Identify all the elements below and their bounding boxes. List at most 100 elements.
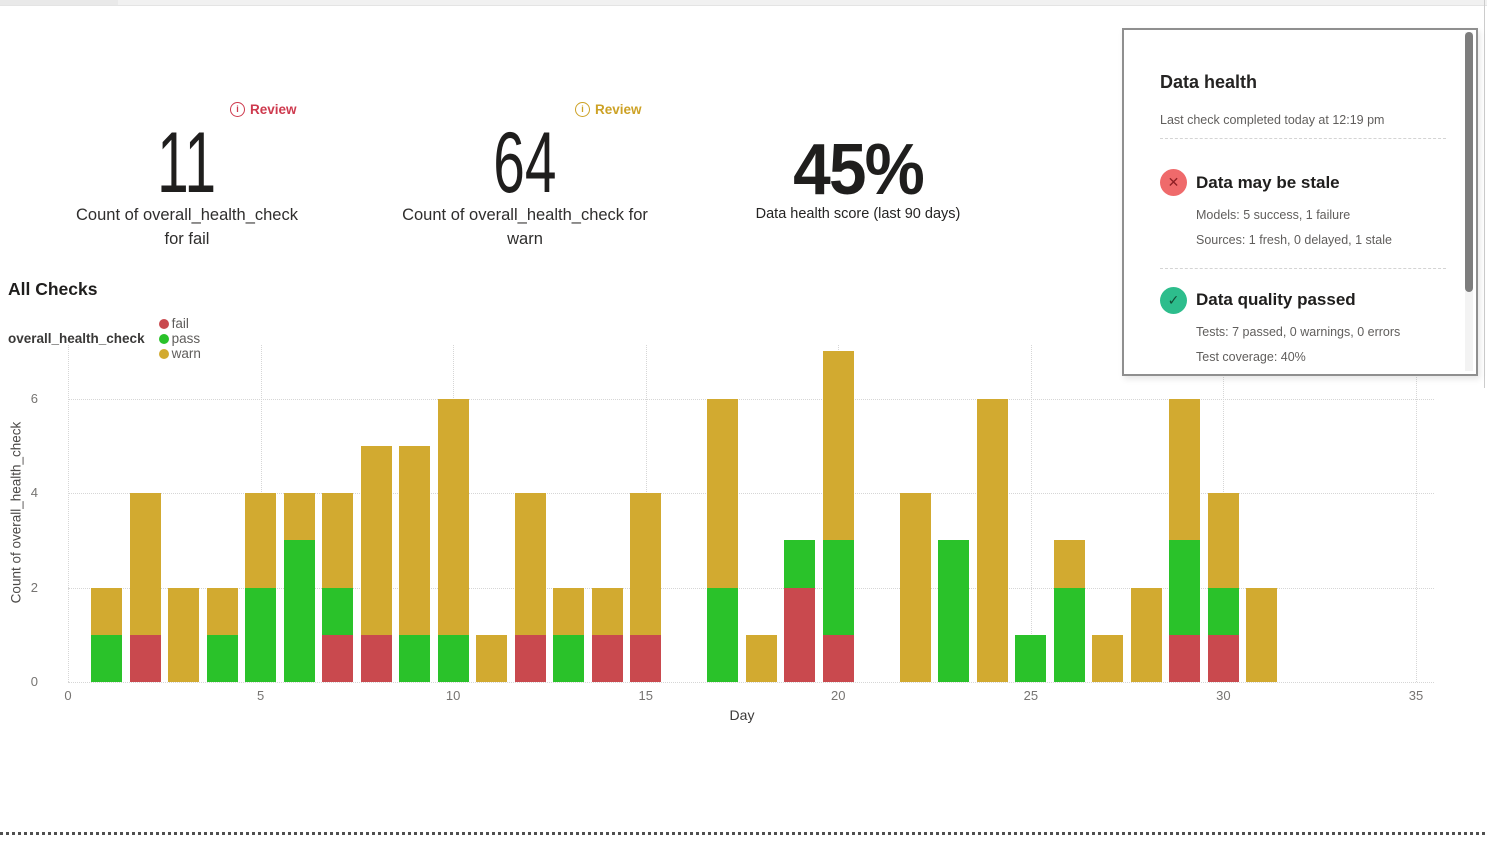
status-line-tests: Tests: 7 passed, 0 warnings, 0 errors [1196, 325, 1401, 339]
y-tick-label: 4 [30, 485, 38, 500]
x-tick-label: 15 [638, 688, 653, 703]
x-tick-label: 10 [445, 688, 461, 703]
bar-segment-warn[interactable] [976, 398, 1008, 682]
bar-segment-warn[interactable] [437, 398, 469, 635]
bar-segment-warn[interactable] [399, 445, 431, 635]
y-tick-label: 6 [30, 390, 38, 406]
bar-segment-warn[interactable] [1207, 493, 1239, 588]
bar-segment-pass[interactable] [784, 540, 816, 588]
bar-segment-warn[interactable] [745, 634, 777, 683]
bar-segment-warn[interactable] [630, 493, 662, 635]
bar-segment-fail[interactable] [1207, 634, 1239, 683]
bar-segment-fail[interactable] [1169, 634, 1201, 683]
x-gridline [68, 345, 69, 682]
bar-segment-pass[interactable] [283, 540, 315, 683]
kpi-value-fail: 11 [157, 115, 217, 211]
bar-segment-fail[interactable] [630, 634, 662, 683]
bar-segment-pass[interactable] [91, 634, 122, 683]
bar-segment-pass[interactable] [322, 587, 354, 635]
bar-segment-pass[interactable] [399, 634, 431, 683]
bar-segment-fail[interactable] [129, 634, 161, 683]
check-circle-icon: ✓ [1160, 287, 1187, 314]
status-heading-stale: Data may be stale [1196, 173, 1340, 192]
bar-segment-warn[interactable] [707, 398, 739, 588]
info-icon: i [230, 102, 245, 117]
bar-segment-warn[interactable] [591, 587, 623, 635]
status-line-coverage: Test coverage: 40% [1196, 350, 1306, 364]
x-axis-title: Day [729, 707, 755, 723]
bar-segment-warn[interactable] [1130, 587, 1162, 682]
bar-segment-warn[interactable] [899, 493, 931, 682]
legend-item-pass[interactable]: pass [158, 331, 201, 346]
review-label: Review [595, 102, 642, 117]
bar-segment-pass[interactable] [1015, 634, 1047, 683]
kpi-caption-health-score: Data health score (last 90 days) [755, 206, 961, 222]
top-chrome-strip-segment [0, 0, 118, 5]
bar-segment-warn[interactable] [514, 493, 546, 635]
review-status-warn[interactable]: i Review [575, 102, 642, 117]
bar-segment-fail[interactable] [784, 587, 816, 682]
y-gridline [68, 682, 1434, 683]
panel-scrollbar-thumb[interactable] [1465, 32, 1473, 292]
legend-item-fail[interactable]: fail [158, 316, 201, 331]
bar-segment-warn[interactable] [1246, 587, 1278, 682]
x-gridline [1030, 345, 1032, 682]
bar-segment-fail[interactable] [360, 634, 392, 683]
legend-items: fail pass warn [158, 316, 210, 361]
status-heading-quality: Data quality passed [1196, 290, 1356, 309]
data-health-panel: Data health Last check completed today a… [1122, 28, 1478, 376]
bar-segment-warn[interactable] [1053, 540, 1085, 588]
info-icon: i [575, 102, 590, 117]
bar-segment-fail[interactable] [322, 634, 354, 683]
review-label: Review [250, 102, 297, 117]
review-status-fail[interactable]: i Review [230, 102, 297, 117]
bar-segment-pass[interactable] [553, 634, 585, 683]
bar-segment-warn[interactable] [1169, 398, 1201, 541]
bar-segment-warn[interactable] [245, 493, 277, 588]
bar-segment-pass[interactable] [245, 587, 277, 682]
x-tick-label: 20 [831, 688, 846, 703]
window-edge-divider [1484, 0, 1485, 388]
bar-segment-warn[interactable] [283, 493, 315, 541]
bar-segment-fail[interactable] [822, 634, 854, 683]
bar-segment-warn[interactable] [822, 351, 854, 541]
bar-segment-pass[interactable] [437, 634, 469, 683]
legend-label: warn [171, 346, 201, 361]
bar-segment-pass[interactable] [206, 634, 238, 683]
bar-segment-warn[interactable] [91, 587, 122, 635]
status-line-models: Models: 5 success, 1 failure [1196, 208, 1351, 222]
bar-segment-warn[interactable] [322, 493, 354, 588]
y-gridline [68, 587, 1434, 589]
bar-segment-pass[interactable] [1169, 540, 1201, 635]
bar-segment-pass[interactable] [938, 540, 970, 683]
bar-segment-pass[interactable] [822, 540, 854, 635]
y-tick-label: 2 [30, 579, 38, 595]
bar-segment-fail[interactable] [514, 634, 546, 683]
bar-segment-warn[interactable] [476, 634, 508, 683]
y-gridline [68, 398, 1434, 400]
y-gridline [68, 493, 1434, 494]
x-tick-label: 5 [256, 688, 265, 703]
bar-segment-pass[interactable] [707, 587, 739, 682]
x-tick-label: 30 [1216, 688, 1231, 703]
bar-segment-warn[interactable] [553, 587, 585, 635]
chart-title: All Checks [8, 279, 98, 299]
bar-segment-pass[interactable] [1207, 587, 1239, 635]
y-tick-label: 0 [30, 674, 38, 689]
bar-segment-fail[interactable] [591, 634, 623, 683]
x-tick-label: 0 [64, 688, 72, 703]
panel-title: Data health [1160, 72, 1258, 92]
x-gridline [1415, 345, 1417, 682]
bar-segment-warn[interactable] [168, 587, 199, 682]
bar-segment-pass[interactable] [1053, 587, 1085, 682]
legend-dot-pass [158, 333, 169, 344]
bar-segment-warn[interactable] [206, 587, 238, 635]
bar-segment-warn[interactable] [129, 493, 161, 635]
legend-item-warn[interactable]: warn [158, 346, 201, 361]
bar-segment-warn[interactable] [1092, 634, 1124, 683]
panel-divider [1160, 138, 1446, 139]
x-tick-label: 25 [1023, 688, 1039, 703]
bar-segment-warn[interactable] [360, 445, 392, 635]
status-line-sources: Sources: 1 fresh, 0 delayed, 1 stale [1196, 233, 1392, 247]
